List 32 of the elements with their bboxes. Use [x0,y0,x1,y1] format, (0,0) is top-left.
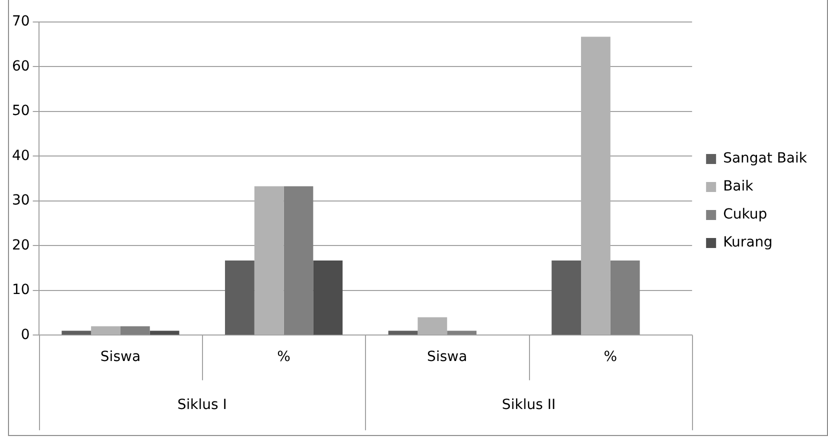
bar [62,330,92,335]
y-tick-label: 0 [20,326,30,343]
bar [418,317,448,335]
text: Siklus II [502,396,556,413]
x-tick-label: Siswa [100,349,141,366]
y-tick-label: 50 [12,103,30,120]
x-tick-label: % [604,349,618,366]
bar [150,330,180,335]
legend-label: Cukup [723,206,768,223]
legend-label: Sangat Baik [723,150,808,167]
y-tick-label: 60 [12,58,30,74]
legend-label: Baik [723,178,754,195]
bar [581,36,610,335]
bar [447,330,476,335]
y-tick-label: 10 [12,282,30,298]
bar [552,260,582,335]
y-tick-label: 40 [12,148,30,164]
bar [284,186,314,335]
bar [224,260,254,335]
y-tick-label: 70 [12,14,30,30]
y-tick-label: 20 [12,237,30,254]
bar [610,260,640,335]
legend-label: Kurang [723,234,773,251]
text: Siklus I [177,396,227,413]
bar [313,260,343,335]
x-tick-label: % [277,349,290,366]
bar [120,326,150,335]
bar [388,330,418,335]
bar [254,186,284,335]
x-tick-label: Siswa [427,349,468,366]
bar [91,326,120,335]
y-tick-label: 30 [12,192,30,209]
